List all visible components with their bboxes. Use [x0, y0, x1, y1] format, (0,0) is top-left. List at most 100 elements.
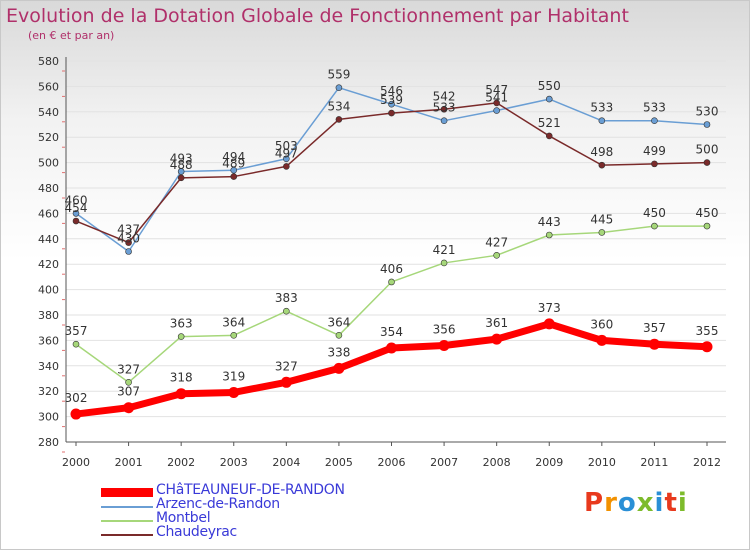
legend-label: Chaudeyrac	[156, 524, 237, 540]
data-point	[123, 402, 135, 414]
x-tick-label: 2003	[220, 456, 248, 469]
data-label: 421	[433, 243, 456, 257]
data-label: 488	[170, 158, 193, 172]
data-point	[72, 210, 80, 217]
logo-letter: r	[604, 488, 618, 518]
data-label: 547	[485, 83, 508, 97]
data-point	[703, 159, 711, 166]
data-label: 500	[696, 143, 719, 157]
data-point	[648, 338, 660, 350]
x-tick-label: 2008	[483, 456, 511, 469]
data-label: 302	[65, 391, 88, 405]
legend-label: Montbel	[156, 510, 211, 526]
data-point	[703, 121, 711, 128]
logo-letter: o	[617, 488, 637, 518]
data-label: 550	[538, 79, 561, 93]
axes: 280 300 320 340 360 380 400 420 440 460 480 500 520 5…	[38, 55, 726, 469]
proxiti-logo: Proxiti	[584, 488, 688, 518]
y-tick-label: 420	[38, 258, 59, 271]
series-line-1	[75, 225, 708, 384]
data-label: 454	[65, 201, 88, 215]
y-tick-label: 540	[38, 106, 59, 119]
data-point	[125, 379, 132, 386]
data-label: 498	[590, 145, 613, 159]
data-point	[598, 117, 606, 124]
data-point	[651, 117, 658, 124]
data-label: 489	[222, 157, 245, 171]
data-point	[545, 95, 553, 103]
data-label: 383	[275, 291, 298, 305]
data-label: 533	[590, 101, 613, 115]
data-point	[701, 341, 713, 353]
x-tick-label: 2007	[430, 456, 458, 469]
data-label: 450	[643, 206, 666, 220]
data-point	[335, 332, 343, 339]
data-label: 499	[643, 144, 666, 158]
data-label: 503	[275, 139, 298, 153]
data-label: 450	[696, 206, 719, 220]
logo-letter: i	[654, 488, 665, 518]
data-label: 356	[433, 322, 456, 336]
x-tick-label: 2004	[272, 456, 300, 469]
data-label: 327	[275, 359, 298, 373]
data-point	[438, 339, 450, 351]
data-point	[125, 239, 132, 246]
logo-letter: P	[584, 488, 605, 518]
data-point	[440, 105, 448, 113]
y-tick-label: 460	[38, 207, 59, 220]
data-label: 406	[380, 262, 403, 276]
y-tick-label: 440	[38, 233, 59, 246]
data-point	[335, 84, 343, 91]
data-point	[177, 168, 185, 175]
data-label: 319	[222, 369, 245, 383]
data-label: 360	[590, 317, 613, 331]
data-point	[230, 166, 238, 174]
chart-title: Evolution de la Dotation Globale de Fonc…	[6, 5, 629, 27]
data-label: 327	[117, 362, 140, 376]
data-label: 559	[327, 68, 350, 82]
data-label: 541	[485, 91, 508, 105]
x-tick-label: 2005	[325, 456, 353, 469]
data-point	[283, 155, 290, 163]
data-point	[545, 132, 553, 140]
x-tick-label: 2000	[62, 456, 90, 469]
data-label: 357	[65, 324, 88, 338]
data-point	[230, 173, 238, 180]
data-label: 338	[327, 345, 350, 359]
data-label: 521	[538, 116, 561, 130]
data-point	[388, 100, 395, 108]
y-tick-label: 360	[38, 334, 59, 347]
x-tick-label: 2012	[693, 456, 721, 469]
y-tick-label: 380	[38, 309, 59, 322]
legend-swatch	[101, 506, 153, 508]
data-label: 445	[590, 212, 613, 226]
y-tick-label: 340	[38, 360, 59, 373]
y-tick-label: 560	[38, 80, 59, 93]
legend-swatch	[101, 488, 153, 497]
data-point	[125, 248, 132, 255]
data-point	[72, 340, 80, 348]
data-label: 534	[327, 99, 350, 113]
data-label: 493	[170, 151, 193, 165]
data-point	[493, 252, 500, 259]
x-tick-label: 2001	[115, 456, 143, 469]
data-point	[386, 342, 397, 354]
y-tick-label: 400	[38, 284, 59, 297]
data-point	[545, 231, 553, 239]
data-point	[440, 117, 448, 124]
data-point	[228, 386, 240, 398]
data-point	[177, 174, 185, 182]
data-point	[72, 217, 80, 225]
data-label: 539	[380, 93, 403, 107]
data-label: 427	[485, 235, 508, 249]
data-point	[333, 362, 345, 374]
data-labels: 460 430 493 494 503 559 546 533 541 550 533 533 530 3…	[65, 68, 719, 405]
data-label: 354	[380, 325, 403, 339]
data-point	[491, 333, 503, 345]
data-label: 443	[538, 215, 561, 229]
y-tick-label: 300	[38, 411, 59, 424]
legend-label: CHâTEAUNEUF-DE-RANDON	[156, 482, 345, 498]
data-label: 533	[643, 101, 666, 115]
data-point	[335, 116, 343, 123]
